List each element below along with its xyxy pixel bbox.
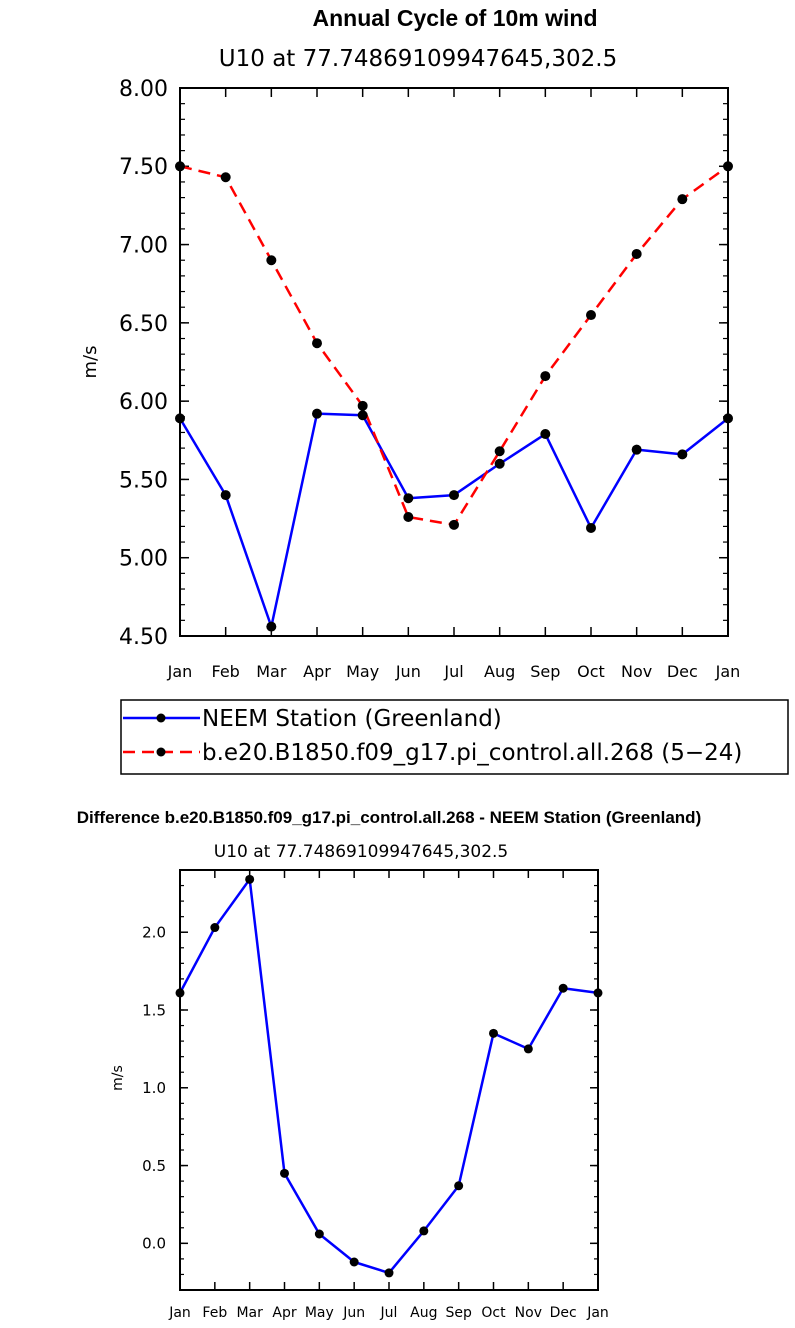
chart2-x-tick-label: Jul [380,1305,398,1321]
chart1-y-tick-label: 4.50 [119,625,168,650]
chart1-x-tick-label: Oct [577,662,605,681]
chart1-ylabel: m/s [80,346,101,379]
chart1-series-0-point [403,493,414,504]
chart1-subtitle: U10 at 77.74869109947645,302.5 [219,46,617,72]
chart1-series-1-point [540,371,551,382]
chart2-x-tick-label: Jan [586,1305,609,1321]
chart2-series-0-point [454,1181,464,1191]
annual-cycle-chart: Annual Cycle of 10m wind U10 at 77.74869… [80,5,789,775]
chart1-series-0-point [266,621,277,632]
chart2-series-0-point [280,1168,289,1178]
chart2-series-0-point [523,1044,533,1054]
chart2-series-0-point [489,1028,498,1038]
chart1-y-tick-label: 6.00 [119,390,168,415]
chart1-x-tick-label: Nov [621,662,652,681]
chart1-legend: NEEM Station (Greenland) b.e20.B1850.f09… [120,699,789,775]
chart2-y-tick-label: 1.0 [142,1079,166,1097]
chart1-series-0-point [357,410,368,421]
chart1-series-0-point [677,449,688,460]
chart2-y-axis: 0.0 0.5 1.0 1.5 2.0 [142,869,598,1291]
chart2-x-tick-label: Jun [342,1305,365,1321]
legend-neem-label: NEEM Station (Greenland) [202,706,502,732]
chart2-y-tick-label: 0.0 [142,1235,166,1253]
chart1-series-0-point [312,408,322,419]
chart1-series-0-point [449,490,459,501]
chart1-series-0-point [220,490,231,501]
chart1-y-tick-label: 7.50 [119,155,168,180]
chart1-y-tick-label: 5.00 [119,547,168,572]
chart1-series-1-point [586,310,596,321]
chart2-x-tick-label: Aug [410,1305,437,1321]
chart1-x-tick-label: Jan [167,662,193,681]
chart1-x-tick-label: Aug [484,662,515,681]
chart2-y-tick-label: 1.5 [142,1001,166,1019]
chart1-series-0-point [494,458,505,469]
chart2-series-0-point [558,983,568,993]
chart2-series-0-point [210,923,220,933]
chart1-y-tick-label: 8.00 [119,77,168,102]
legend-box [120,699,789,775]
chart2-y-tick-label: 2.0 [142,924,166,942]
chart1-x-axis: Jan Feb Mar Apr May Jun Jul Aug Sep Oct Nov Dec Jan [167,88,741,681]
chart2-frame [179,869,599,1291]
chart2-plot-area [175,874,603,1278]
chart2-x-tick-label: Dec [550,1305,577,1321]
chart1-x-tick-label: Sep [530,662,560,681]
chart1-y-tick-label: 5.50 [119,468,168,493]
chart1-title: Annual Cycle of 10m wind [313,5,598,31]
chart2-series-0-point [384,1268,394,1278]
chart2-series-0-point [349,1257,359,1267]
difference-chart: Difference b.e20.B1850.f09_g17.pi_contro… [77,808,701,1321]
chart1-series-1-point [449,519,459,530]
chart1-series-1-point [220,172,231,183]
chart2-series-0-point [419,1226,429,1236]
chart2-x-tick-label: Feb [202,1305,227,1321]
chart1-series-0-point [540,429,551,440]
legend-model-marker [156,747,166,757]
chart2-x-tick-label: Mar [236,1305,263,1321]
chart1-series-1-point [631,248,642,259]
chart1-series-0-point [586,522,596,533]
chart2-subtitle: U10 at 77.74869109947645,302.5 [214,842,509,862]
chart1-frame [179,87,729,637]
chart1-series-1-point [357,400,368,411]
chart1-y-tick-label: 6.50 [119,312,168,337]
legend-model-label: b.e20.B1850.f09_g17.pi_control.all.268 (… [202,740,742,766]
chart1-series-1-point [494,446,505,457]
chart1-series-0-point [631,444,642,455]
chart2-ylabel: m/s [110,1065,126,1091]
chart2-series-0-point [245,874,255,884]
chart2-series-0-point [314,1229,324,1239]
chart1-series-1-point [266,255,277,266]
chart2-y-tick-label: 0.5 [142,1157,166,1175]
chart1-x-tick-label: Jun [395,662,421,681]
chart2-x-tick-label: Jan [168,1305,191,1321]
chart1-x-tick-label: Dec [667,662,698,681]
chart1-x-tick-label: May [346,662,379,681]
legend-neem-marker [156,713,166,723]
chart1-y-tick-label: 7.00 [119,233,168,258]
chart2-x-tick-label: Oct [481,1305,506,1321]
chart1-series-1-point [403,512,414,523]
chart1-plot-area [175,161,733,632]
chart2-x-tick-label: Nov [515,1305,542,1321]
chart1-x-tick-label: Apr [303,662,331,681]
chart2-x-tick-label: Apr [272,1305,296,1321]
chart1-x-tick-label: Mar [256,662,287,681]
chart2-title: Difference b.e20.B1850.f09_g17.pi_contro… [77,808,701,827]
chart1-x-tick-label: Feb [212,662,240,681]
chart1-series-1-point [312,338,322,349]
chart2-x-axis: Jan Feb Mar Apr May Jun Jul Aug Sep Oct Nov Dec Jan [168,870,609,1321]
chart1-series-1-point [677,194,688,205]
chart1-x-tick-label: Jul [443,662,463,681]
chart1-x-tick-label: Jan [715,662,741,681]
chart2-x-tick-label: May [305,1305,334,1321]
chart2-x-tick-label: Sep [445,1305,472,1321]
